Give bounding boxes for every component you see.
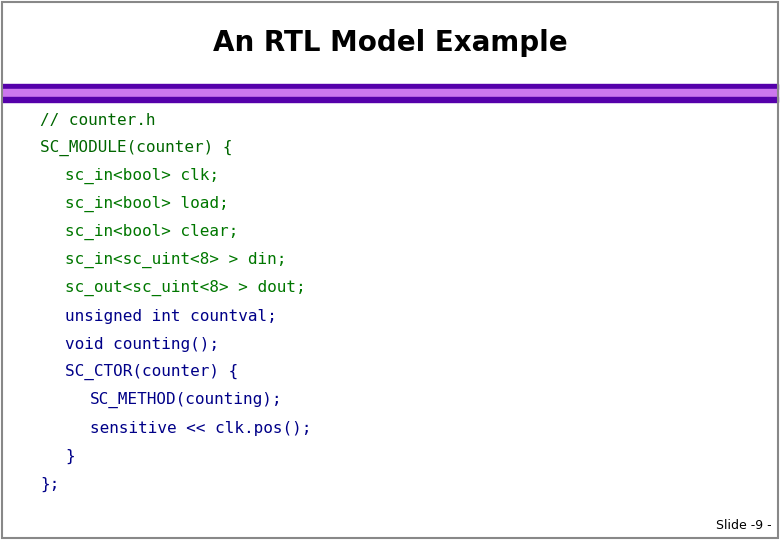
Text: void counting();: void counting(); bbox=[65, 336, 219, 352]
Text: SC_METHOD(counting);: SC_METHOD(counting); bbox=[90, 392, 282, 408]
Text: SC_MODULE(counter) {: SC_MODULE(counter) { bbox=[40, 140, 232, 156]
Text: unsigned int countval;: unsigned int countval; bbox=[65, 308, 277, 323]
Text: // counter.h: // counter.h bbox=[40, 112, 155, 127]
Text: sc_out<sc_uint<8> > dout;: sc_out<sc_uint<8> > dout; bbox=[65, 280, 306, 296]
Bar bbox=[2, 2, 778, 84]
Text: sc_in<bool> clk;: sc_in<bool> clk; bbox=[65, 168, 219, 184]
Text: };: }; bbox=[40, 476, 59, 491]
Text: sc_in<bool> clear;: sc_in<bool> clear; bbox=[65, 224, 238, 240]
Bar bbox=[2, 97, 778, 102]
Text: SC_CTOR(counter) {: SC_CTOR(counter) { bbox=[65, 364, 238, 380]
Text: sc_in<sc_uint<8> > din;: sc_in<sc_uint<8> > din; bbox=[65, 252, 286, 268]
Text: Slide -9 -: Slide -9 - bbox=[716, 519, 772, 532]
Text: An RTL Model Example: An RTL Model Example bbox=[213, 29, 567, 57]
Text: sensitive << clk.pos();: sensitive << clk.pos(); bbox=[90, 421, 311, 435]
Bar bbox=[2, 84, 778, 89]
Bar bbox=[2, 89, 778, 97]
Text: sc_in<bool> load;: sc_in<bool> load; bbox=[65, 196, 229, 212]
Bar bbox=[2, 102, 778, 538]
Text: }: } bbox=[65, 448, 75, 464]
